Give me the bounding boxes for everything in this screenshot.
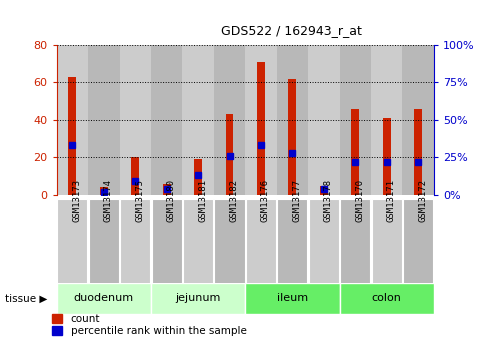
Text: GSM13180: GSM13180 (167, 179, 176, 222)
FancyBboxPatch shape (57, 283, 151, 314)
Text: GSM13177: GSM13177 (292, 179, 301, 222)
Bar (383, 118, 390, 195)
Text: GSM13174: GSM13174 (104, 179, 113, 222)
Bar (131, 157, 139, 195)
Bar (194, 159, 202, 195)
Text: GDS522 / 162943_r_at: GDS522 / 162943_r_at (221, 24, 361, 37)
Text: GSM13178: GSM13178 (324, 179, 333, 222)
FancyBboxPatch shape (57, 199, 87, 285)
FancyBboxPatch shape (152, 199, 182, 285)
FancyBboxPatch shape (89, 199, 119, 285)
FancyBboxPatch shape (340, 199, 370, 285)
Bar (88, 45, 119, 195)
FancyBboxPatch shape (278, 199, 308, 285)
Bar (57, 45, 88, 195)
Bar (69, 77, 76, 195)
FancyBboxPatch shape (151, 283, 245, 314)
Text: duodenum: duodenum (74, 294, 134, 303)
Text: colon: colon (372, 294, 402, 303)
Bar (414, 109, 422, 195)
Text: GSM13181: GSM13181 (198, 179, 207, 222)
FancyBboxPatch shape (183, 199, 213, 285)
FancyBboxPatch shape (246, 199, 276, 285)
Bar (308, 45, 340, 195)
Text: GSM13170: GSM13170 (355, 179, 364, 222)
Bar (277, 45, 308, 195)
Bar (371, 45, 402, 195)
Text: GSM13172: GSM13172 (418, 179, 427, 222)
Text: ileum: ileum (277, 294, 308, 303)
Legend: count, percentile rank within the sample: count, percentile rank within the sample (52, 314, 246, 336)
Text: GSM13173: GSM13173 (72, 179, 81, 222)
Bar (245, 45, 277, 195)
Text: GSM13182: GSM13182 (230, 179, 239, 222)
Bar (100, 187, 108, 195)
Bar (402, 45, 434, 195)
Text: tissue ▶: tissue ▶ (5, 294, 47, 303)
FancyBboxPatch shape (372, 199, 402, 285)
FancyBboxPatch shape (214, 199, 245, 285)
FancyBboxPatch shape (340, 283, 434, 314)
Bar (226, 114, 234, 195)
Text: GSM13175: GSM13175 (135, 179, 144, 222)
FancyBboxPatch shape (120, 199, 150, 285)
Bar (288, 79, 296, 195)
Bar (214, 45, 246, 195)
Bar (119, 45, 151, 195)
FancyBboxPatch shape (245, 283, 340, 314)
Text: GSM13171: GSM13171 (387, 179, 396, 222)
Bar (151, 45, 182, 195)
Bar (163, 184, 171, 195)
Bar (320, 186, 328, 195)
Text: jejunum: jejunum (176, 294, 221, 303)
Bar (257, 62, 265, 195)
FancyBboxPatch shape (403, 199, 433, 285)
Bar (352, 109, 359, 195)
FancyBboxPatch shape (309, 199, 339, 285)
Bar (182, 45, 214, 195)
Text: GSM13176: GSM13176 (261, 179, 270, 222)
Bar (340, 45, 371, 195)
